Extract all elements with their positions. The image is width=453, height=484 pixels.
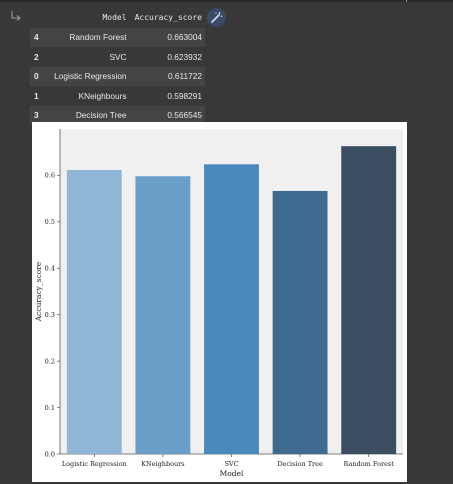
x-axis-title: Model <box>220 469 244 478</box>
x-tick-label: KNeighbours <box>141 460 185 468</box>
row-index: 3 <box>34 110 39 121</box>
score-cell: 0.566545 <box>167 110 202 121</box>
column-header-model: Model <box>49 8 130 28</box>
bar-svc <box>204 164 259 454</box>
score-cell: 0.598291 <box>167 90 202 101</box>
magic-wand-icon <box>211 12 223 23</box>
index-header <box>30 8 49 28</box>
x-tick-label: Decision Tree <box>277 460 323 468</box>
magic-wand-button[interactable] <box>207 8 226 27</box>
y-tick-label: 0.5 <box>45 218 55 226</box>
bar-decision-tree <box>272 190 328 454</box>
table-row: 0 Logistic Regression 0.611722 <box>30 66 205 86</box>
y-tick-label: 0.6 <box>45 172 55 180</box>
table-row: 2 SVC 0.623932 <box>30 47 205 67</box>
dataframe-table: Model Accuracy_score 4 Random Forest 0.6… <box>30 8 205 125</box>
row-index: 2 <box>34 51 39 62</box>
model-cell: SVC <box>109 51 127 62</box>
x-tick-label: Logistic Regression <box>62 460 127 468</box>
score-cell: 0.663004 <box>167 32 202 43</box>
plot-image: 0.0 0.1 0.2 0.3 0.4 0.5 0.6 Logistic Regressio… <box>32 122 407 482</box>
bar-logistic-regression <box>66 169 122 455</box>
y-tick-label: 0.1 <box>45 404 55 412</box>
score-cell: 0.623932 <box>167 51 202 62</box>
x-tick-label: Random Forest <box>344 460 395 468</box>
bar-chart: 0.0 0.1 0.2 0.3 0.4 0.5 0.6 Logistic Regressio… <box>34 129 403 478</box>
cell-divider-mark <box>406 0 407 2</box>
table-header-row: Model Accuracy_score <box>30 8 205 28</box>
row-index: 4 <box>34 32 39 43</box>
row-index: 1 <box>34 90 39 101</box>
row-index: 0 <box>34 71 39 82</box>
y-tick-label: 0.3 <box>45 311 55 319</box>
y-tick-label: 0.0 <box>45 450 55 458</box>
table-row: 3 Decision Tree 0.566545 <box>30 105 205 125</box>
bar-random-forest <box>341 146 397 454</box>
table-row: 1 KNeighbours 0.598291 <box>30 86 205 106</box>
output-arrow-icon[interactable] <box>10 8 22 21</box>
model-cell: KNeighbours <box>78 90 127 101</box>
x-tick-label: SVC <box>224 460 238 468</box>
model-cell: Decision Tree <box>75 110 127 121</box>
score-cell: 0.611722 <box>168 71 202 82</box>
y-tick-label: 0.4 <box>45 265 55 273</box>
y-tick-label: 0.2 <box>45 357 55 365</box>
cell-top-border <box>0 0 453 2</box>
model-cell: Logistic Regression <box>54 71 127 82</box>
column-header-accuracy: Accuracy_score <box>129 8 205 28</box>
model-cell: Random Forest <box>69 32 127 43</box>
bar-kneighbours <box>135 176 191 454</box>
y-axis-title: Accuracy_score <box>34 261 43 322</box>
table-row: 4 Random Forest 0.663004 <box>30 27 205 47</box>
